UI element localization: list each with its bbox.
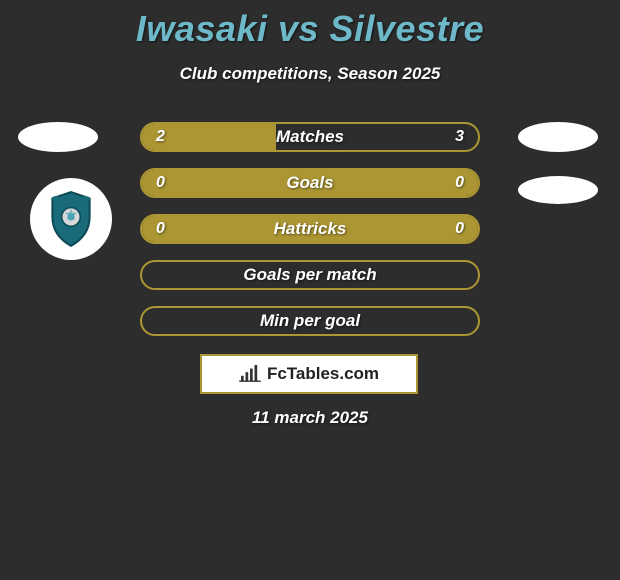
shield-icon [40, 188, 102, 250]
stat-bar-right-value: 0 [455, 174, 464, 192]
stat-bar-row: 2 3 Matches [140, 122, 480, 152]
stat-bar-label: Hattricks [274, 219, 347, 239]
club-logo-right-placeholder [518, 176, 598, 204]
stat-bar-right-value: 0 [455, 220, 464, 238]
stat-bar-row: Goals per match [140, 260, 480, 290]
branding-text: FcTables.com [267, 364, 379, 384]
page-subtitle: Club competitions, Season 2025 [0, 64, 620, 84]
stat-bar-row: 0 0 Hattricks [140, 214, 480, 244]
stat-bar-right-value: 3 [455, 128, 464, 146]
stat-bar-left-value: 2 [156, 128, 165, 146]
stat-bar-label: Min per goal [260, 311, 360, 331]
stat-bar-row: 0 0 Goals [140, 168, 480, 198]
stat-bar-row: Min per goal [140, 306, 480, 336]
stat-bar-label: Matches [276, 127, 344, 147]
branding-badge: FcTables.com [200, 354, 418, 394]
stat-bar-label: Goals [286, 173, 333, 193]
stat-bar-label: Goals per match [243, 265, 376, 285]
club-logo-left [30, 178, 112, 260]
player-avatar-right-placeholder [518, 122, 598, 152]
bar-chart-icon [239, 365, 261, 383]
stat-bar-left-value: 0 [156, 174, 165, 192]
player-avatar-left-placeholder [18, 122, 98, 152]
date-label: 11 march 2025 [0, 408, 620, 428]
stat-bars: 2 3 Matches 0 0 Goals 0 0 Hattricks Goals per mat… [140, 122, 480, 352]
stat-bar-left-value: 0 [156, 220, 165, 238]
page-title: Iwasaki vs Silvestre [0, 0, 620, 50]
